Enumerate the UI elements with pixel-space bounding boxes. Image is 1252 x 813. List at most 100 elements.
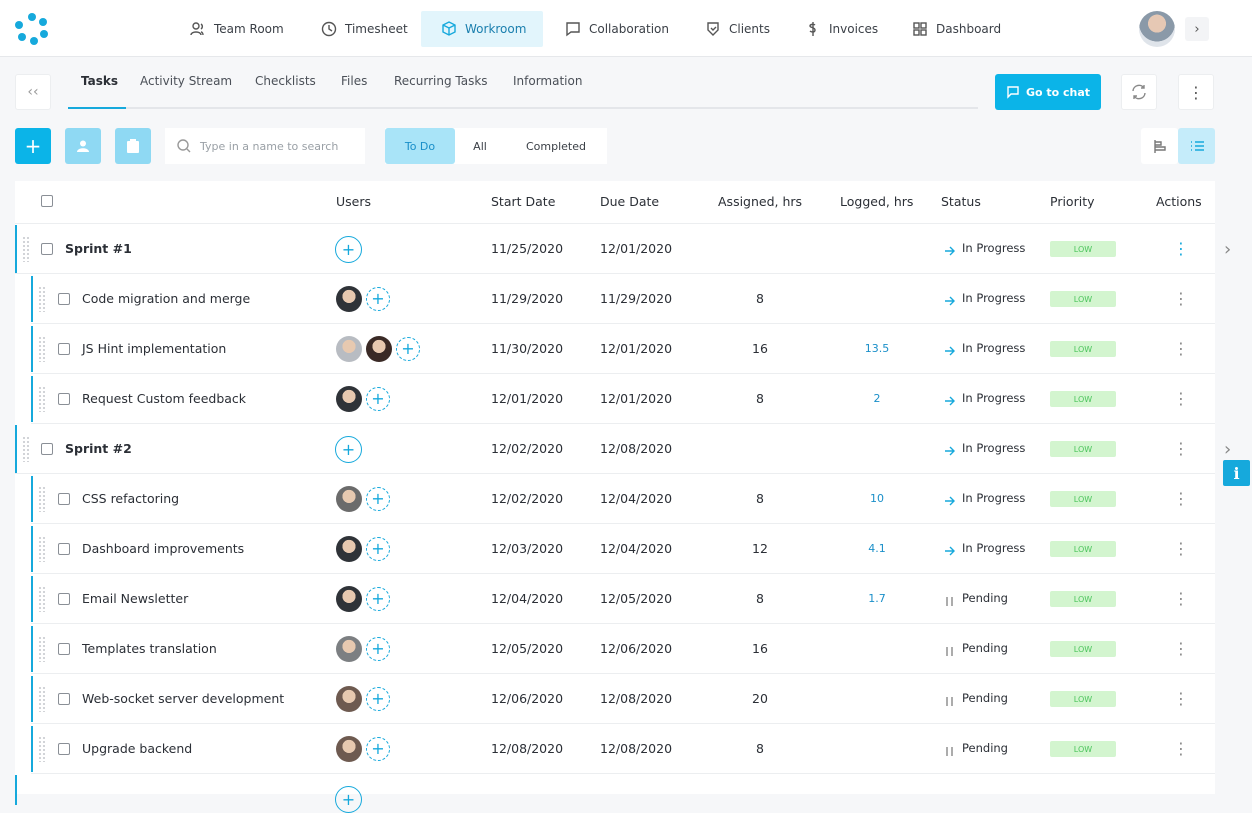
tab[interactable]: Recurring Tasks: [394, 74, 488, 88]
tab[interactable]: Tasks: [81, 74, 119, 88]
add-user-button[interactable]: +: [396, 337, 420, 361]
list-view-button[interactable]: [1178, 128, 1215, 164]
add-user-button[interactable]: +: [366, 587, 390, 611]
logged-hours[interactable]: 1.7: [868, 592, 886, 605]
tab[interactable]: Activity Stream: [140, 74, 233, 88]
add-user-button[interactable]: +: [366, 537, 390, 561]
nav-label: Invoices: [829, 22, 879, 36]
row-actions[interactable]: ⋮: [1173, 739, 1189, 758]
assigned-hours: 8: [756, 591, 764, 606]
column-header: Actions: [1156, 194, 1202, 209]
nav-item[interactable]: Collaboration: [563, 11, 678, 47]
task-checkbox[interactable]: [58, 393, 70, 405]
assign-button[interactable]: [65, 128, 101, 164]
nav-item[interactable]: Workroom: [421, 11, 543, 47]
nav-item[interactable]: Clients: [703, 11, 781, 47]
task-checkbox[interactable]: [58, 343, 70, 355]
row-expand[interactable]: ›: [1224, 439, 1232, 460]
assigned-hours: 8: [756, 291, 764, 306]
row-actions[interactable]: ⋮: [1173, 589, 1189, 608]
tab[interactable]: Checklists: [255, 74, 316, 88]
sprint-checkbox[interactable]: [41, 243, 53, 255]
start-date: 11/30/2020: [491, 341, 564, 356]
row-actions[interactable]: ⋮: [1173, 489, 1189, 508]
logged-hours[interactable]: 13.5: [864, 342, 890, 355]
add-user-button[interactable]: +: [335, 236, 362, 263]
collapse-button[interactable]: ‹‹: [15, 74, 51, 110]
row-actions[interactable]: ⋮: [1173, 239, 1189, 258]
task-avatar: [336, 686, 362, 712]
gantt-view-button[interactable]: [1141, 128, 1178, 164]
nav-item[interactable]: Team Room: [188, 11, 296, 47]
status: Pending: [962, 691, 1008, 705]
filter-option[interactable]: All: [473, 139, 487, 153]
status: In Progress: [962, 391, 1026, 405]
task-checkbox[interactable]: [58, 543, 70, 555]
task-checkbox[interactable]: [58, 643, 70, 655]
nav-label: Collaboration: [589, 22, 669, 36]
user-avatar[interactable]: [1139, 11, 1175, 47]
add-user-button[interactable]: +: [366, 637, 390, 661]
row-actions[interactable]: ⋮: [1173, 389, 1189, 408]
logo: [15, 13, 48, 45]
row-actions[interactable]: ⋮: [1173, 639, 1189, 658]
task-checkbox[interactable]: [58, 593, 70, 605]
status-icon: [944, 692, 956, 711]
priority-badge: LOW: [1050, 741, 1116, 757]
nav-label: Timesheet: [345, 22, 408, 36]
filter-option[interactable]: Completed: [526, 139, 586, 153]
task-checkbox[interactable]: [58, 693, 70, 705]
task-avatar: [336, 736, 362, 762]
row-line: [31, 423, 1215, 424]
search-placeholder: Type in a name to search: [200, 139, 339, 153]
nav-label: Dashboard: [936, 22, 1002, 36]
add-user-button[interactable]: +: [335, 786, 362, 813]
row-actions[interactable]: ⋮: [1173, 689, 1189, 708]
task-name: Email Newsletter: [82, 591, 189, 606]
logged-hours[interactable]: 4.1: [868, 542, 886, 555]
nav-label: Team Room: [214, 22, 284, 36]
add-button[interactable]: +: [15, 128, 51, 164]
row-line: [15, 473, 1215, 474]
nav-item[interactable]: Invoices: [803, 11, 885, 47]
row-actions[interactable]: ⋮: [1173, 289, 1189, 308]
due-date: 12/01/2020: [600, 391, 673, 406]
task-checkbox[interactable]: [58, 743, 70, 755]
tab[interactable]: Files: [341, 74, 368, 88]
row-actions[interactable]: ⋮: [1173, 339, 1189, 358]
sprint-name: Sprint #1: [65, 241, 132, 256]
add-user-button[interactable]: +: [366, 737, 390, 761]
sprint-checkbox[interactable]: [41, 443, 53, 455]
row-actions[interactable]: ⋮: [1173, 439, 1189, 458]
task-checkbox[interactable]: [58, 293, 70, 305]
row-expand[interactable]: ›: [1224, 239, 1232, 260]
status: In Progress: [962, 491, 1026, 505]
add-user-button[interactable]: +: [366, 487, 390, 511]
logged-hours[interactable]: 10: [870, 492, 884, 505]
drag-handle: [38, 586, 46, 612]
drag-handle: [22, 436, 30, 462]
expand-button[interactable]: ›: [1185, 17, 1209, 41]
status: In Progress: [962, 241, 1026, 255]
search-box[interactable]: Type in a name to search: [165, 128, 365, 164]
nav-item[interactable]: Timesheet: [319, 11, 417, 47]
filter-option[interactable]: To Do: [385, 128, 455, 164]
logged-hours[interactable]: 2: [873, 392, 881, 405]
info-button[interactable]: i: [1223, 460, 1250, 486]
add-user-button[interactable]: +: [366, 387, 390, 411]
sprint-accent: [15, 425, 17, 473]
add-user-button[interactable]: +: [335, 436, 362, 463]
more-button[interactable]: ⋮: [1178, 74, 1214, 110]
refresh-button[interactable]: [1121, 74, 1157, 110]
tab[interactable]: Information: [513, 74, 583, 88]
status-icon: [944, 542, 956, 561]
add-user-button[interactable]: +: [366, 287, 390, 311]
select-all-checkbox[interactable]: [41, 195, 53, 207]
task-checkbox[interactable]: [58, 493, 70, 505]
nav-item[interactable]: Dashboard: [910, 11, 1010, 47]
row-line: [31, 723, 1215, 724]
row-actions[interactable]: ⋮: [1173, 539, 1189, 558]
add-user-button[interactable]: +: [366, 687, 390, 711]
clipboard-button[interactable]: [115, 128, 151, 164]
chat-button[interactable]: Go to chat: [995, 74, 1101, 110]
